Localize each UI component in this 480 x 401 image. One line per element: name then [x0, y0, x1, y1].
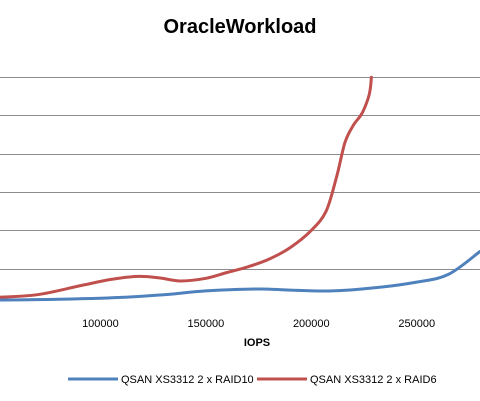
x-tick-label-0: 100000	[82, 318, 119, 330]
x-tick-label-3: 250000	[398, 318, 435, 330]
x-tick-labels: 100000 150000 200000 250000	[82, 318, 435, 330]
legend-label-1: QSAN XS3312 2 x RAID6	[310, 374, 437, 386]
x-tick-label-1: 150000	[188, 318, 225, 330]
chart-title: OracleWorkload	[163, 16, 316, 38]
gridlines	[0, 77, 480, 270]
series-lines	[0, 75, 480, 302]
x-axis-label: IOPS	[244, 337, 270, 349]
legend-label-0: QSAN XS3312 2 x RAID10	[121, 374, 254, 386]
legend: QSAN XS3312 2 x RAID10 QSAN XS3312 2 x RA…	[68, 374, 437, 386]
series-line-0	[0, 250, 480, 302]
x-tick-label-2: 200000	[293, 318, 330, 330]
series-line-1	[0, 75, 373, 299]
